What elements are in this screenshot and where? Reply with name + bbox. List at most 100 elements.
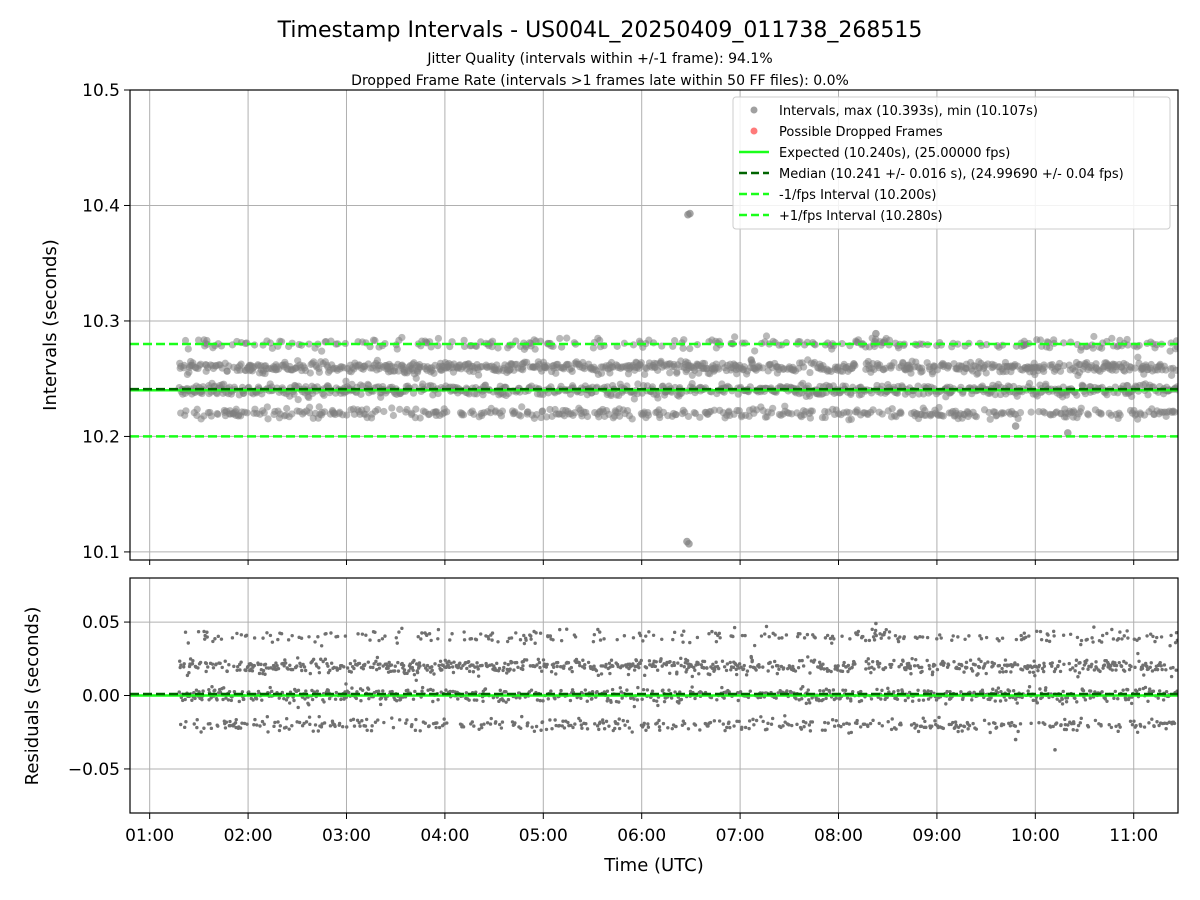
- residual-point: [784, 633, 789, 637]
- residual-point: [806, 688, 810, 692]
- intervals-ytick-label: 10.1: [82, 543, 120, 563]
- residual-point: [800, 658, 804, 663]
- residual-point: [1051, 724, 1055, 729]
- residual-point: [1043, 722, 1047, 726]
- residual-point: [920, 665, 924, 670]
- interval-point: [1060, 362, 1068, 370]
- residual-point: [474, 698, 479, 702]
- interval-point: [679, 344, 687, 352]
- residual-point: [277, 696, 281, 700]
- residuals-ytick-label: 0.05: [82, 613, 120, 633]
- residual-point: [501, 668, 505, 673]
- residual-point: [693, 723, 698, 727]
- residual-point: [988, 730, 992, 735]
- residual-point: [679, 663, 683, 668]
- residual-point: [322, 700, 326, 704]
- residual-point: [490, 631, 495, 635]
- residual-point: [329, 661, 334, 665]
- residual-point: [912, 664, 917, 668]
- residual-point: [437, 725, 442, 730]
- interval-point: [991, 391, 999, 399]
- interval-point: [623, 382, 631, 390]
- residual-point: [877, 665, 881, 669]
- residual-point: [295, 664, 299, 668]
- interval-point: [656, 413, 664, 422]
- residual-point: [220, 665, 224, 670]
- residual-point: [924, 725, 928, 730]
- residual-point: [934, 698, 939, 702]
- residual-point: [767, 635, 771, 639]
- x-tick-label: 05:00: [519, 826, 568, 846]
- residual-point: [487, 637, 491, 641]
- residual-point: [849, 730, 854, 735]
- residual-point: [956, 729, 960, 734]
- residual-point: [263, 662, 268, 666]
- interval-point: [194, 336, 203, 344]
- residual-point: [462, 630, 466, 634]
- residual-point: [319, 644, 324, 648]
- residual-point: [1158, 660, 1162, 665]
- interval-point: [762, 332, 771, 340]
- residual-point: [430, 668, 434, 673]
- residual-point: [461, 725, 466, 729]
- residual-point: [830, 718, 835, 722]
- residual-point: [619, 690, 624, 694]
- residual-point: [1109, 725, 1114, 730]
- residual-point: [607, 724, 611, 728]
- residual-point: [1092, 625, 1096, 629]
- interval-point: [237, 360, 245, 368]
- residual-point: [632, 668, 637, 672]
- interval-point: [1016, 408, 1025, 417]
- residual-point: [586, 660, 591, 665]
- residual-point: [256, 662, 261, 667]
- residual-point: [912, 721, 916, 726]
- residual-point: [285, 717, 289, 721]
- residual-point: [781, 724, 785, 728]
- residual-point: [867, 638, 872, 643]
- residual-point: [394, 636, 398, 640]
- residual-point: [1129, 701, 1134, 706]
- residual-point: [590, 689, 595, 694]
- residual-point: [813, 636, 817, 640]
- residual-point: [590, 696, 594, 701]
- residual-point: [433, 662, 437, 666]
- residual-point: [732, 625, 737, 630]
- interval-point: [589, 344, 598, 352]
- residual-point: [980, 688, 985, 692]
- legend-label: Possible Dropped Frames: [779, 125, 943, 140]
- residual-point: [529, 634, 533, 638]
- residual-point: [278, 724, 282, 728]
- residual-point: [232, 664, 236, 669]
- residual-point: [766, 669, 770, 673]
- residual-point: [391, 725, 396, 730]
- residual-point: [761, 665, 765, 669]
- residual-point: [554, 672, 558, 676]
- residual-point: [650, 689, 655, 693]
- interval-point: [396, 405, 404, 413]
- residual-point: [385, 663, 389, 668]
- residual-point: [513, 721, 517, 725]
- interval-point: [568, 367, 576, 376]
- chart-title: Timestamp Intervals - US004L_20250409_01…: [277, 18, 923, 43]
- residual-point: [685, 667, 689, 672]
- residual-point: [932, 691, 936, 696]
- residual-point: [662, 699, 667, 704]
- residual-point: [927, 663, 931, 668]
- residual-point: [1081, 689, 1086, 693]
- residual-point: [190, 662, 195, 666]
- residual-point: [447, 659, 451, 664]
- residual-point: [592, 664, 596, 668]
- intervals-points: [175, 209, 1178, 548]
- residual-point: [964, 660, 969, 665]
- residual-point: [602, 637, 606, 641]
- residual-point: [352, 724, 357, 728]
- residual-point: [842, 660, 846, 665]
- residual-point: [598, 638, 603, 642]
- x-tick-label: 11:00: [1109, 826, 1158, 846]
- residual-point: [420, 689, 424, 693]
- interval-point: [305, 403, 314, 411]
- interval-point: [710, 406, 718, 414]
- residual-point: [724, 691, 728, 695]
- legend-label: Intervals, max (10.393s), min (10.107s): [779, 104, 1038, 119]
- residual-point: [376, 689, 381, 693]
